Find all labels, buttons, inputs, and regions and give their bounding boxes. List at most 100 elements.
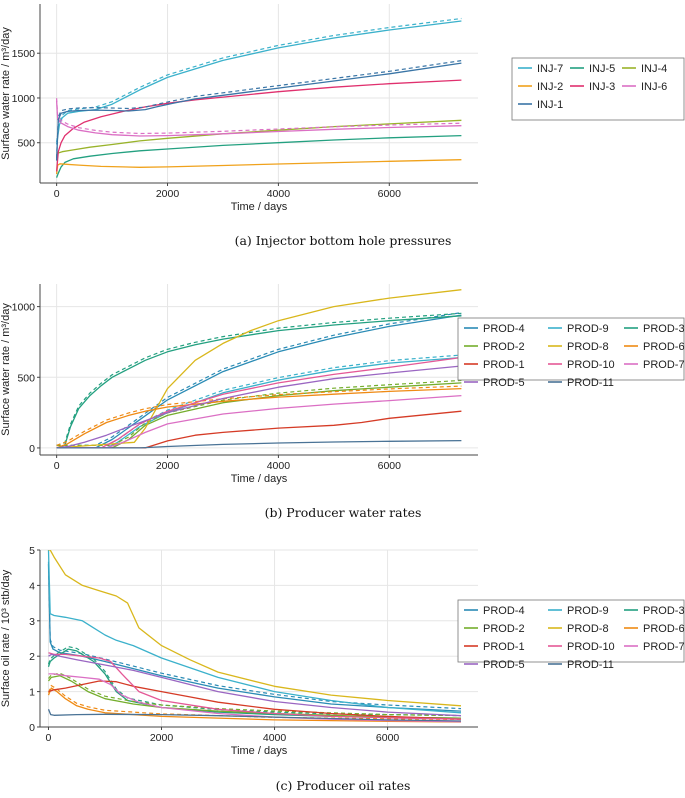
x-axis-label: Time / days — [231, 745, 288, 757]
legend-label-prod-11: PROD-11 — [567, 659, 614, 671]
series-line-prod-7 — [56, 394, 462, 449]
reference-line-prod-3 — [47, 645, 462, 717]
series-line-inj-3 — [55, 79, 462, 172]
y-tick-label: 0 — [29, 443, 35, 455]
x-tick-label: 4000 — [263, 732, 287, 744]
x-tick-label: 6000 — [376, 732, 400, 744]
legend-label-inj-3: INJ-3 — [589, 81, 615, 93]
reference-line-prod-4 — [56, 312, 462, 446]
legend: PROD-4 PROD-9 PROD-3 PROD-2 PROD-8 PROD-6 PROD… — [457, 599, 685, 671]
y-tick-label: 500 — [17, 372, 35, 384]
legend-label-inj-5: INJ-5 — [589, 63, 615, 75]
x-tick-label: 6000 — [378, 188, 402, 200]
series-line-inj-2 — [55, 159, 462, 175]
reference-line-inj-6 — [56, 98, 462, 135]
series-line-inj-5 — [55, 134, 462, 178]
chart-1: 0 2000 4000 6000 500 1000 1500 Time / days Surfa… — [0, 4, 685, 248]
legend-label-prod-3: PROD-3 — [643, 323, 685, 335]
legend-label-prod-6: PROD-6 — [643, 623, 685, 635]
y-tick-label: 0 — [29, 722, 35, 734]
legend-label-prod-7: PROD-7 — [643, 641, 685, 653]
x-tick-label: 2000 — [156, 188, 180, 200]
legend-label-prod-1: PROD-1 — [483, 641, 525, 653]
series-line-prod-9 — [56, 356, 462, 449]
series-line-prod-1 — [56, 410, 462, 449]
legend-label-prod-5: PROD-5 — [483, 377, 525, 389]
y-tick-label: 5 — [29, 545, 35, 557]
legend-label-prod-6: PROD-6 — [643, 341, 685, 353]
y-axis-label: Surface water rate / m³/day — [0, 303, 12, 436]
legend-label-prod-1: PROD-1 — [483, 359, 525, 371]
series-line-prod-4 — [56, 314, 462, 449]
y-tick-label: 1500 — [12, 48, 36, 60]
chart-caption: (a) Injector bottom hole pressures — [235, 233, 452, 248]
y-tick-label: 4 — [29, 580, 35, 592]
reference-line-prod-6 — [56, 385, 462, 446]
legend: PROD-4 PROD-9 PROD-3 PROD-2 PROD-8 PROD-6 PROD… — [457, 317, 685, 389]
reference-line-prod-2 — [48, 672, 462, 717]
x-tick-label: 6000 — [378, 460, 402, 472]
series-line-prod-10 — [48, 652, 462, 720]
x-tick-label: 0 — [54, 188, 60, 200]
legend-label-prod-10: PROD-10 — [567, 641, 615, 653]
x-tick-label: 0 — [46, 732, 52, 744]
legend-label-prod-9: PROD-9 — [567, 323, 609, 335]
series-line-prod-2 — [56, 382, 462, 449]
chart-3: 0 2000 4000 6000 0 1 2 3 4 5 Time / days Surface oi… — [0, 545, 685, 793]
series-line-prod-5 — [48, 653, 462, 717]
series-line-inj-4 — [56, 119, 462, 155]
series-line-inj-6 — [55, 100, 462, 137]
series-line-prod-3 — [56, 315, 462, 449]
legend-box — [457, 599, 685, 663]
series-line-prod-9 — [47, 550, 462, 714]
series-group — [47, 550, 462, 723]
reference-line-prod-6 — [47, 684, 462, 721]
series-line-prod-11 — [47, 709, 462, 722]
series-line-prod-1 — [48, 680, 462, 720]
legend-label-prod-9: PROD-9 — [567, 605, 609, 617]
series-line-prod-2 — [47, 675, 462, 719]
series-line-prod-10 — [56, 356, 462, 449]
legend-label-inj-2: INJ-2 — [537, 81, 563, 93]
y-axis-label: Surface oil rate / 10³ stb/day — [0, 569, 12, 707]
legend-label-inj-1: INJ-1 — [537, 99, 563, 111]
legend-box — [457, 317, 685, 381]
chart-2: 0 2000 4000 6000 0 500 1000 Time / days Surface … — [0, 284, 685, 520]
legend-label-prod-7: PROD-7 — [643, 359, 685, 371]
x-tick-label: 4000 — [267, 188, 291, 200]
series-line-prod-8 — [56, 289, 462, 449]
x-axis-label: Time / days — [231, 201, 288, 213]
x-tick-label: 4000 — [267, 460, 291, 472]
legend-label-prod-2: PROD-2 — [483, 623, 525, 635]
legend-label-inj-6: INJ-6 — [641, 81, 667, 93]
reference-line-prod-4 — [47, 561, 462, 710]
legend-label-prod-8: PROD-8 — [567, 623, 609, 635]
x-axis-label: Time / days — [231, 473, 288, 485]
legend-label-prod-4: PROD-4 — [483, 605, 525, 617]
y-tick-label: 1000 — [12, 302, 36, 314]
reference-line-inj-1 — [56, 60, 462, 159]
x-tick-label: 2000 — [150, 732, 174, 744]
reference-line-inj-7 — [56, 17, 462, 143]
legend-label-prod-4: PROD-4 — [483, 323, 525, 335]
series-group — [55, 17, 462, 178]
legend-label-prod-10: PROD-10 — [567, 359, 615, 371]
series-line-prod-11 — [56, 439, 462, 449]
y-tick-label: 3 — [29, 616, 35, 628]
legend-box — [511, 57, 685, 121]
series-line-inj-1 — [55, 62, 462, 161]
legend-label-prod-11: PROD-11 — [567, 377, 614, 389]
y-tick-label: 1000 — [12, 93, 36, 105]
legend: INJ-7 INJ-5 INJ-4 INJ-2 INJ-3 INJ-6 INJ-1 — [511, 57, 685, 121]
series-line-prod-8 — [48, 550, 462, 707]
y-tick-label: 2 — [29, 651, 35, 663]
series-line-prod-6 — [56, 387, 462, 449]
series-group — [56, 289, 462, 449]
chart-caption: (c) Producer oil rates — [276, 778, 411, 793]
legend-label-inj-7: INJ-7 — [537, 63, 563, 75]
series-line-prod-6 — [47, 687, 462, 723]
y-axis-label: Surface water rate / m³/day — [0, 27, 12, 160]
y-tick-label: 500 — [17, 138, 35, 150]
legend-label-prod-3: PROD-3 — [643, 605, 685, 617]
